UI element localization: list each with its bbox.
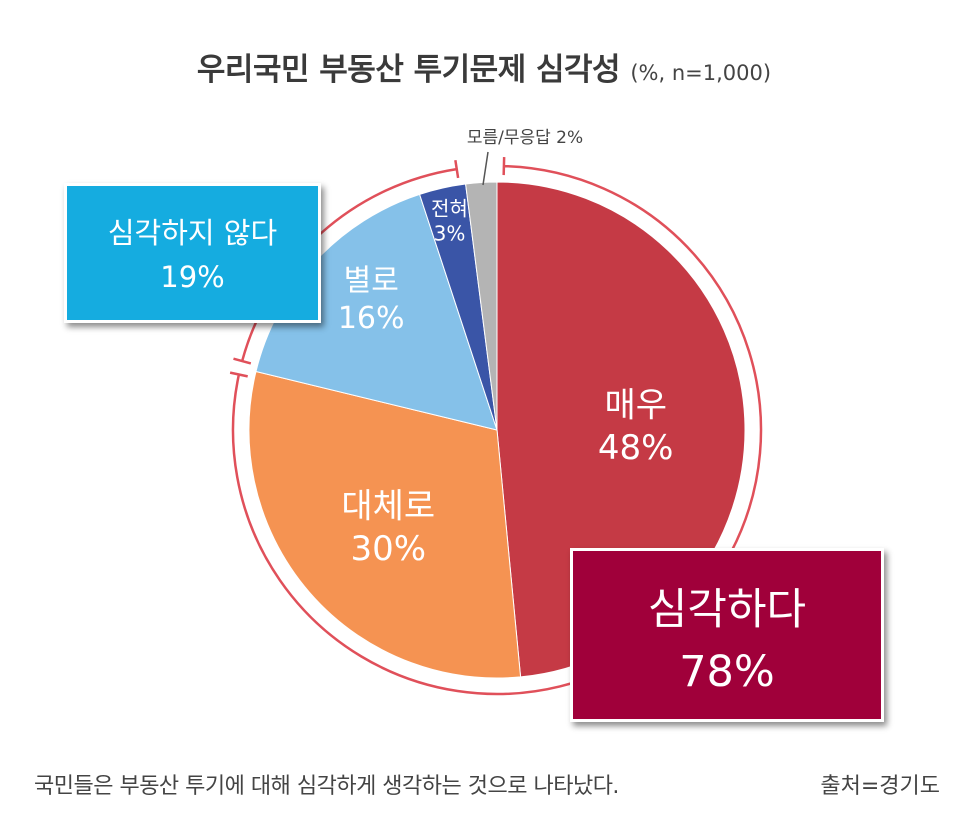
pie-slices [248,181,746,679]
not-serious-group-box: 심각하지 않다 19% [64,183,321,323]
unknown-slice-leader-line [482,151,489,186]
figure-source: 출처=경기도 [820,774,940,799]
chart-subtitle: (%, n=1,000) [630,61,772,85]
slice-label-2: 대체로 [341,486,435,526]
not-serious-group-value: 19% [160,260,225,294]
chart-title-text: 우리국민 부동산 투기문제 심각성 [196,52,621,88]
serious-group-label: 심각하다 [647,585,807,635]
figure-caption: 국민들은 부동산 투기에 대해 심각하게 생각하는 것으로 나타났다. [34,774,619,799]
pie-slice-2 [248,370,522,679]
chart-title: 우리국민 부동산 투기문제 심각성 (%, n=1,000) [0,44,968,89]
slice-value-2: 30% [351,529,427,569]
slice-label-1: 매우 [604,386,667,426]
slice-label-3: 별로 [344,263,399,298]
slice-value-3: 16% [338,301,405,336]
pie-slice-5 [465,181,498,431]
not-serious-group-label: 심각하지 않다 [107,216,278,250]
serious-group-box: 심각하다 78% [570,548,884,722]
slice-value-4: 3% [434,222,466,246]
unknown-slice-outside-label: 모름/무응답 2% [467,128,583,148]
slice-value-1: 48% [598,428,674,468]
serious-group-value: 78% [679,647,775,697]
slice-label-4: 전혀 [431,197,468,221]
